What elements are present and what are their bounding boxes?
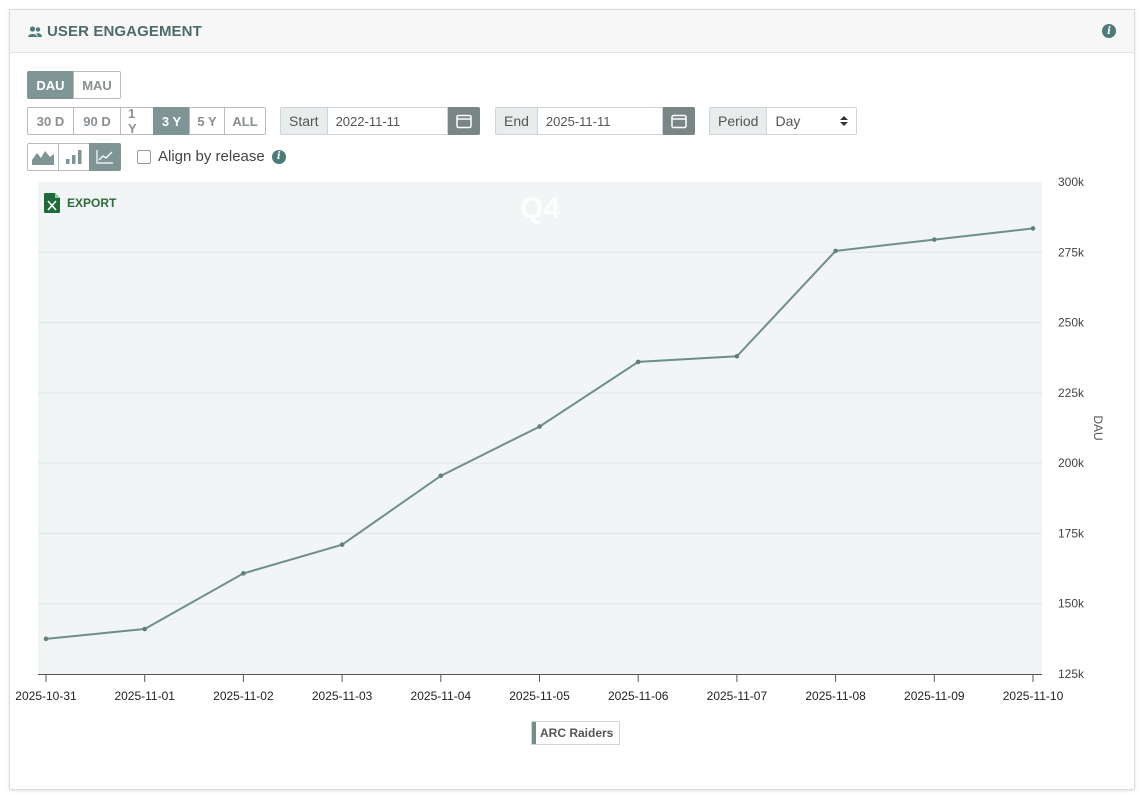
period-select[interactable]: Day — [766, 107, 858, 135]
range-90d-button[interactable]: 90 D — [73, 107, 121, 135]
x-tick-label: 2025-11-03 — [312, 689, 373, 703]
data-point[interactable] — [241, 571, 246, 576]
select-arrows-icon — [840, 116, 849, 126]
data-point[interactable] — [438, 473, 444, 479]
line-chart-button[interactable] — [89, 143, 121, 171]
dau-button[interactable]: DAU — [27, 71, 74, 99]
metric-toggle: DAU MAU — [27, 71, 121, 99]
area-chart-icon — [32, 151, 54, 165]
period-value: Day — [775, 113, 801, 129]
area-chart-button[interactable] — [27, 143, 59, 171]
x-tick-label: 2025-11-01 — [114, 689, 175, 703]
start-date-group: Start 2022-11-11 — [280, 107, 480, 135]
users-icon — [28, 25, 42, 37]
bar-chart-icon — [66, 150, 82, 164]
end-date-group: End 2025-11-11 — [495, 107, 695, 135]
data-point[interactable] — [833, 248, 838, 254]
align-by-release: Align by release i — [137, 148, 286, 165]
period-group: Period Day — [709, 107, 858, 135]
x-tick-label: 2025-11-07 — [707, 689, 768, 703]
y-tick-label: 125k — [1058, 667, 1085, 681]
info-icon[interactable]: i — [1102, 24, 1116, 38]
panel-title-text: USER ENGAGEMENT — [47, 23, 202, 40]
x-tick-label: 2025-10-31 — [15, 689, 77, 703]
start-calendar-button[interactable] — [447, 107, 480, 135]
align-by-release-checkbox[interactable] — [137, 149, 151, 164]
x-tick-label: 2025-11-08 — [805, 689, 866, 703]
y-tick-label: 225k — [1058, 386, 1085, 400]
legend-label: ARC Raiders — [540, 726, 614, 740]
start-date-input[interactable]: 2022-11-11 — [326, 107, 448, 135]
y-tick-label: 275k — [1058, 245, 1085, 259]
bar-chart-button[interactable] — [58, 143, 90, 171]
y-axis-label: DAU — [1091, 415, 1105, 440]
range-3y-button[interactable]: 3 Y — [153, 107, 190, 135]
range-5y-button[interactable]: 5 Y — [189, 107, 225, 135]
x-tick-label: 2025-11-10 — [1003, 689, 1064, 703]
calendar-icon — [455, 114, 472, 129]
range-toggle: 30 D 90 D 1 Y 3 Y 5 Y ALL — [27, 106, 266, 136]
end-calendar-button[interactable] — [662, 107, 695, 135]
data-point[interactable] — [339, 542, 345, 547]
x-tick-label: 2025-11-09 — [904, 689, 965, 703]
export-button[interactable]: EXPORT — [44, 193, 116, 213]
range-all-button[interactable]: ALL — [224, 107, 266, 135]
info-icon[interactable]: i — [271, 149, 286, 164]
line-chart-icon — [96, 150, 113, 164]
data-point[interactable] — [142, 626, 147, 632]
mau-button[interactable]: MAU — [73, 71, 121, 99]
x-tick-label: 2025-11-04 — [411, 689, 472, 703]
y-tick-label: 150k — [1058, 597, 1085, 611]
start-label: Start — [280, 107, 327, 135]
data-point[interactable] — [734, 354, 740, 359]
data-point[interactable] — [932, 237, 937, 242]
y-tick-label: 300k — [1058, 175, 1085, 189]
range-1y-button[interactable]: 1 Y — [120, 106, 154, 136]
y-tick-label: 250k — [1058, 316, 1085, 330]
calendar-icon — [671, 114, 687, 129]
panel-header: USER ENGAGEMENT i — [10, 10, 1134, 53]
data-point[interactable] — [635, 359, 641, 365]
panel-title: USER ENGAGEMENT — [28, 23, 202, 40]
x-tick-label: 2025-11-02 — [213, 689, 274, 703]
end-label: End — [495, 107, 537, 135]
excel-file-icon — [44, 193, 60, 213]
end-date-input[interactable]: 2025-11-11 — [536, 107, 663, 135]
data-point[interactable] — [537, 424, 542, 429]
y-tick-label: 175k — [1058, 526, 1085, 540]
data-point[interactable] — [1030, 226, 1036, 231]
range-30d-button[interactable]: 30 D — [27, 107, 74, 135]
chart-watermark: Q4 — [520, 192, 560, 225]
export-label: EXPORT — [67, 196, 117, 210]
legend-swatch — [532, 722, 536, 744]
chart-type-toggle — [27, 143, 121, 171]
x-tick-label: 2025-11-06 — [608, 689, 669, 703]
legend-item-arc-raiders[interactable]: ARC Raiders — [531, 721, 621, 745]
align-by-release-label: Align by release — [158, 148, 265, 165]
y-tick-label: 200k — [1058, 456, 1085, 470]
data-point[interactable] — [43, 636, 49, 642]
x-tick-label: 2025-11-05 — [509, 689, 570, 703]
period-label: Period — [709, 107, 767, 135]
